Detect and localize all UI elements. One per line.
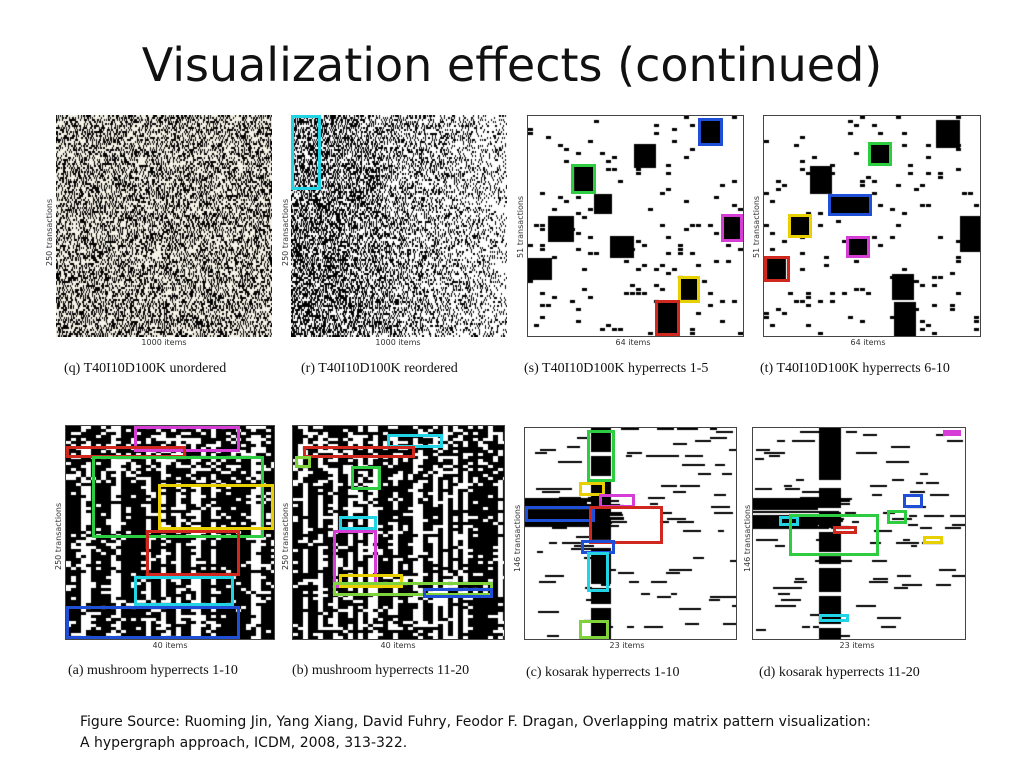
- matrix-plot-d: [753, 428, 965, 639]
- figure-panel-b: [292, 425, 505, 640]
- hyperrect-a-blue: [66, 606, 240, 639]
- figure-panel-t: [763, 115, 981, 337]
- caption-r: (r) T40I10D100K reordered: [301, 361, 458, 376]
- hyperrect-b-green: [351, 466, 381, 490]
- hyperrect-c-yellow: [579, 482, 605, 496]
- caption-d: (d) kosarak hyperrects 11-20: [759, 665, 920, 680]
- hyperrect-a-yellow: [158, 484, 274, 530]
- y-axis-label-a: 250 transactions: [54, 502, 63, 570]
- hyperrect-s-green: [571, 164, 596, 194]
- hyperrect-d-blue: [903, 494, 923, 508]
- figure-panel-d: [752, 427, 966, 640]
- matrix-plot-b: [293, 426, 504, 639]
- y-axis-label-r: 250 transactions: [281, 198, 290, 266]
- hyperrect-s-yellow: [678, 276, 700, 303]
- y-axis-label-t: 51 transactions: [752, 195, 761, 258]
- slide-title: Visualization effects (continued): [141, 38, 883, 92]
- caption-c: (c) kosarak hyperrects 1-10: [526, 665, 680, 680]
- hyperrect-d-red: [833, 526, 857, 534]
- hyperrect-s-magenta: [721, 214, 743, 242]
- hyperrect-c-lime: [579, 620, 609, 639]
- caption-b: (b) mushroom hyperrects 11-20: [292, 663, 470, 678]
- figure-panel-q: [56, 115, 272, 337]
- hyperrect-c-green: [587, 430, 615, 482]
- hyperrect-t-red: [764, 256, 790, 282]
- hyperrect-b-red: [303, 446, 415, 458]
- hyperrect-d-green-small: [887, 510, 907, 524]
- hyperrect-b-yellow: [339, 574, 403, 588]
- x-axis-label-b: 40 items: [380, 641, 416, 650]
- hyperrect-b-lime: [295, 456, 311, 468]
- hyperrect-t-blue: [828, 194, 872, 216]
- x-axis-label-a: 40 items: [152, 641, 188, 650]
- hyperrect-d-yellow: [923, 536, 943, 544]
- matrix-plot-c: [525, 428, 736, 639]
- hyperrect-d-magenta: [943, 430, 961, 436]
- matrix-plot-r: [291, 115, 507, 337]
- figure-panel-s: [527, 115, 744, 337]
- caption-a: (a) mushroom hyperrects 1-10: [68, 663, 238, 678]
- hyperrect-b-blue: [423, 588, 493, 598]
- hyperrect-b-blue-small: [339, 516, 377, 530]
- x-axis-label-c: 23 items: [609, 641, 645, 650]
- hyperrect-s-blue: [698, 118, 723, 146]
- caption-q: (q) T40I10D100K unordered: [64, 361, 227, 376]
- hyperrect-r-1: [291, 115, 321, 190]
- hyperrect-d-blue-bottom: [819, 614, 849, 622]
- hyperrect-b-cyan-top: [387, 434, 443, 448]
- x-axis-label-q: 1000 items: [141, 338, 187, 347]
- hyperrect-a-magenta: [134, 426, 240, 452]
- hyperrect-a-red-mid: [146, 530, 240, 576]
- y-axis-label-s: 51 transactions: [516, 195, 525, 258]
- source-line-2: A hypergraph approach, ICDM, 2008, 313-3…: [80, 735, 408, 751]
- hyperrect-a-cyan: [134, 576, 234, 606]
- x-axis-label-d: 23 items: [839, 641, 875, 650]
- hyperrect-c-red: [589, 506, 663, 544]
- hyperrect-s-red: [655, 300, 680, 336]
- caption-t: (t) T40I10D100K hyperrects 6-10: [760, 361, 950, 376]
- hyperrect-a-green: [92, 456, 264, 538]
- x-axis-label-r: 1000 items: [375, 338, 421, 347]
- hyperrect-c-blue-left: [525, 506, 595, 522]
- figure-panel-c: [524, 427, 737, 640]
- figure-panel-r: [291, 115, 507, 337]
- y-axis-label-b: 250 transactions: [281, 502, 290, 570]
- hyperrect-t-yellow: [788, 214, 812, 238]
- hyperrect-c-cyan: [587, 552, 609, 592]
- figure-source-citation: Figure Source: Ruoming Jin, Yang Xiang, …: [80, 712, 1000, 754]
- caption-s: (s) T40I10D100K hyperrects 1-5: [524, 361, 709, 376]
- y-axis-label-c: 146 transactions: [513, 504, 522, 572]
- hyperrect-d-green: [789, 514, 879, 556]
- y-axis-label-q: 250 transactions: [45, 198, 54, 266]
- source-line-1: Figure Source: Ruoming Jin, Yang Xiang, …: [80, 714, 871, 730]
- x-axis-label-s: 64 items: [615, 338, 651, 347]
- y-axis-label-d: 146 transactions: [743, 504, 752, 572]
- x-axis-label-t: 64 items: [850, 338, 886, 347]
- figure-panel-a: [65, 425, 275, 640]
- matrix-plot-s: [528, 116, 743, 336]
- matrix-plot-t: [764, 116, 980, 336]
- hyperrect-t-green: [868, 142, 892, 166]
- hyperrect-t-magenta: [846, 236, 870, 258]
- matrix-plot-q: [56, 115, 272, 337]
